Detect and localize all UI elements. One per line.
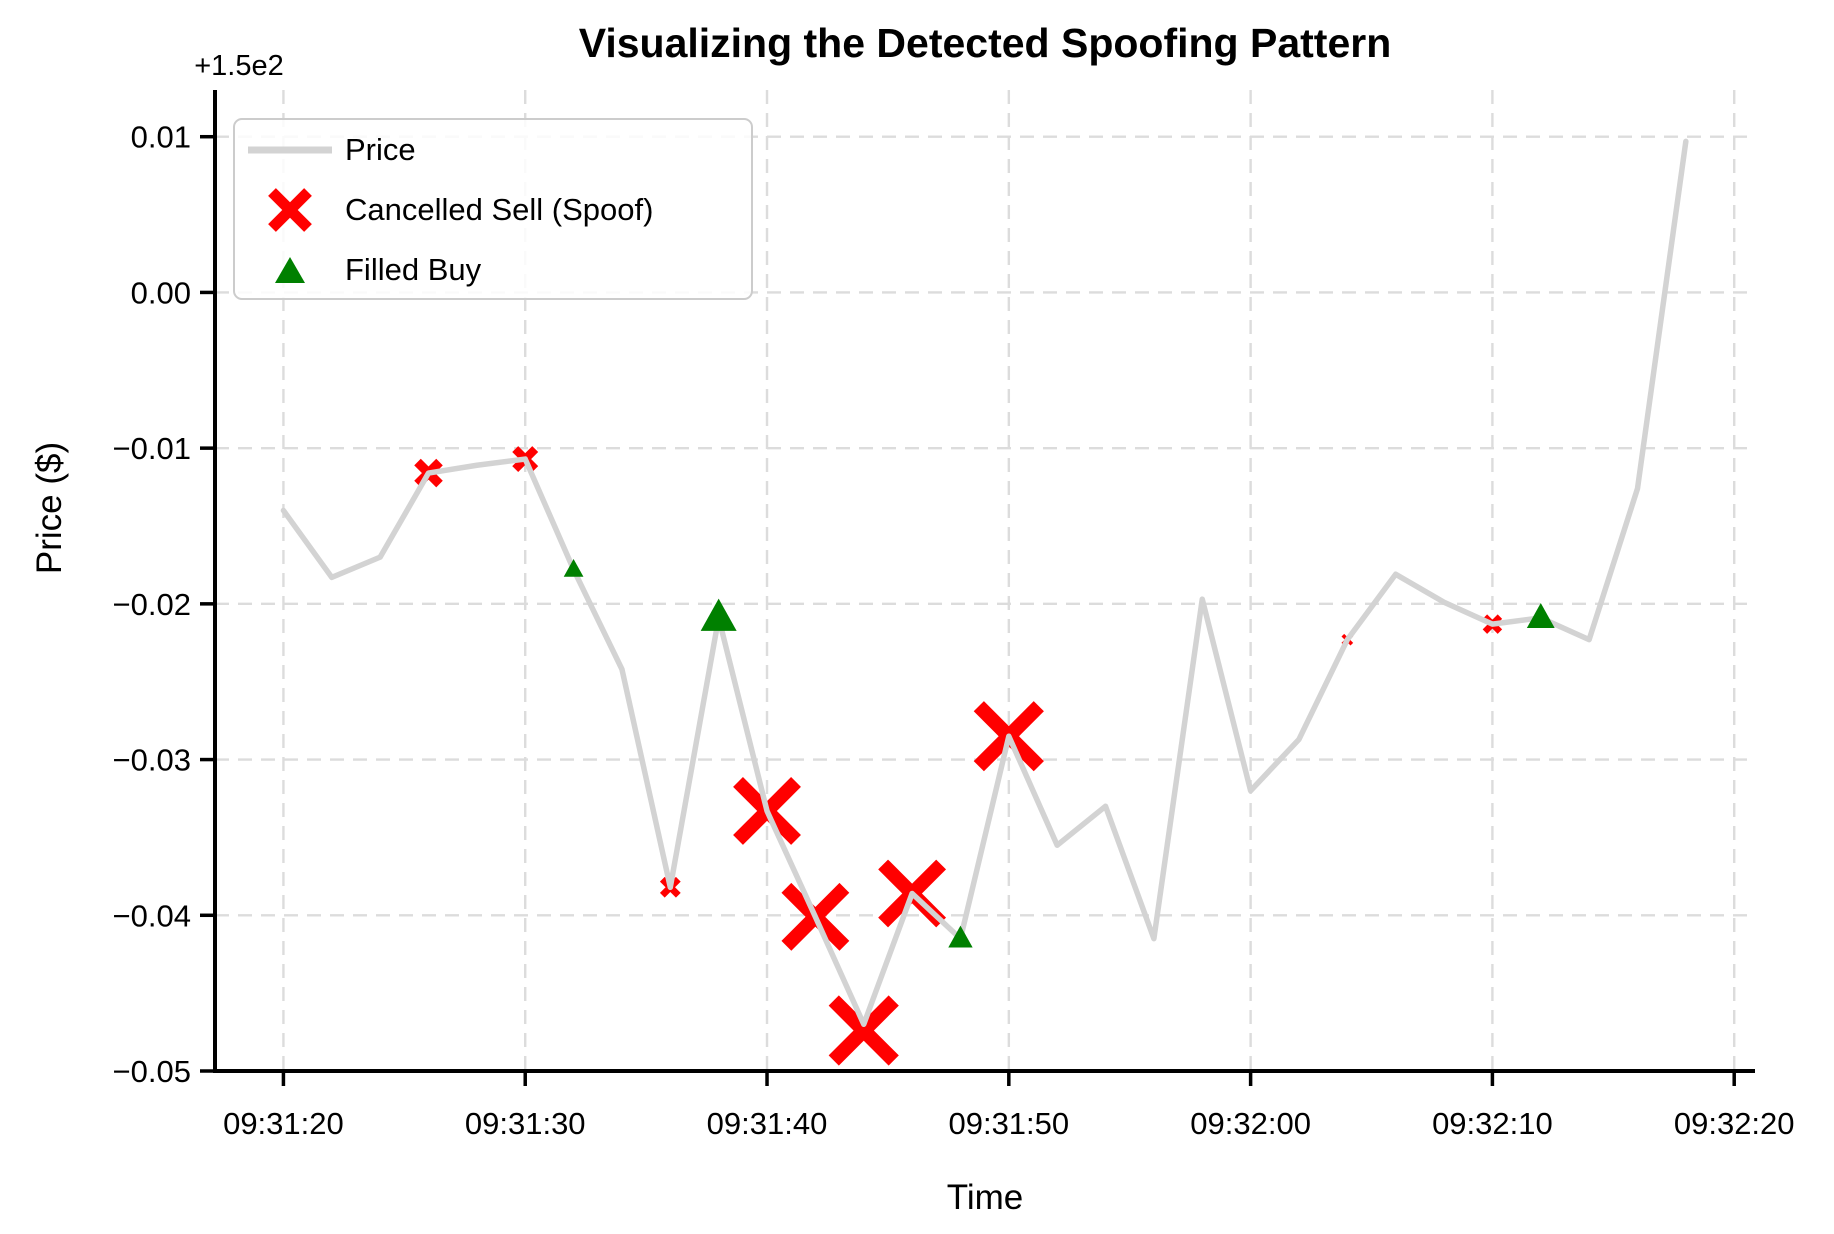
y-tick-label: −0.01 [113, 431, 191, 466]
y-axis-label: Price ($) [30, 441, 69, 575]
y-tick-label: −0.02 [113, 587, 191, 622]
x-axis-label: Time [946, 1178, 1024, 1217]
x-tick-label: 09:31:20 [223, 1106, 344, 1141]
y-tick-label: −0.05 [113, 1054, 191, 1089]
y-tick-label: 0.00 [131, 275, 191, 310]
x-tick-label: 09:32:20 [1674, 1106, 1795, 1141]
x-tick-label: 09:32:00 [1190, 1106, 1311, 1141]
price-line [280, 138, 1689, 1028]
y-tick-label: −0.04 [113, 898, 191, 933]
y-tick-label: 0.01 [131, 120, 191, 155]
legend-item-price: Price [235, 120, 751, 180]
legend-item-filled-buy: Filled Buy [235, 240, 751, 300]
legend: Price Cancelled Sell (Spoof) Filled Buy [233, 118, 753, 300]
x-tick-label: 09:31:50 [948, 1106, 1069, 1141]
x-marker-icon [235, 186, 345, 234]
x-tick-label: 09:31:40 [707, 1106, 828, 1141]
legend-item-cancelled-sell: Cancelled Sell (Spoof) [235, 180, 751, 240]
x-tick-label: 09:31:30 [465, 1106, 586, 1141]
y-axis-offset-text: +1.5e2 [194, 50, 284, 82]
spoof-marker [828, 995, 899, 1066]
legend-item-label: Price [345, 132, 416, 167]
legend-item-label: Cancelled Sell (Spoof) [345, 192, 654, 227]
filled-buy-triangle [700, 598, 737, 631]
filled-buy-triangle [563, 559, 584, 577]
cancelled-sell-x-icon [828, 995, 899, 1066]
legend-item-label: Filled Buy [345, 252, 482, 287]
filled-buy-triangle [948, 925, 973, 948]
triangle-marker-icon [235, 255, 345, 285]
x-tick-label: 09:32:10 [1432, 1106, 1553, 1141]
filled-buy-triangle [1526, 602, 1555, 628]
y-tick-label: −0.03 [113, 743, 191, 778]
price-line-swatch-icon [235, 140, 345, 160]
chart-title: Visualizing the Detected Spoofing Patter… [578, 20, 1392, 66]
